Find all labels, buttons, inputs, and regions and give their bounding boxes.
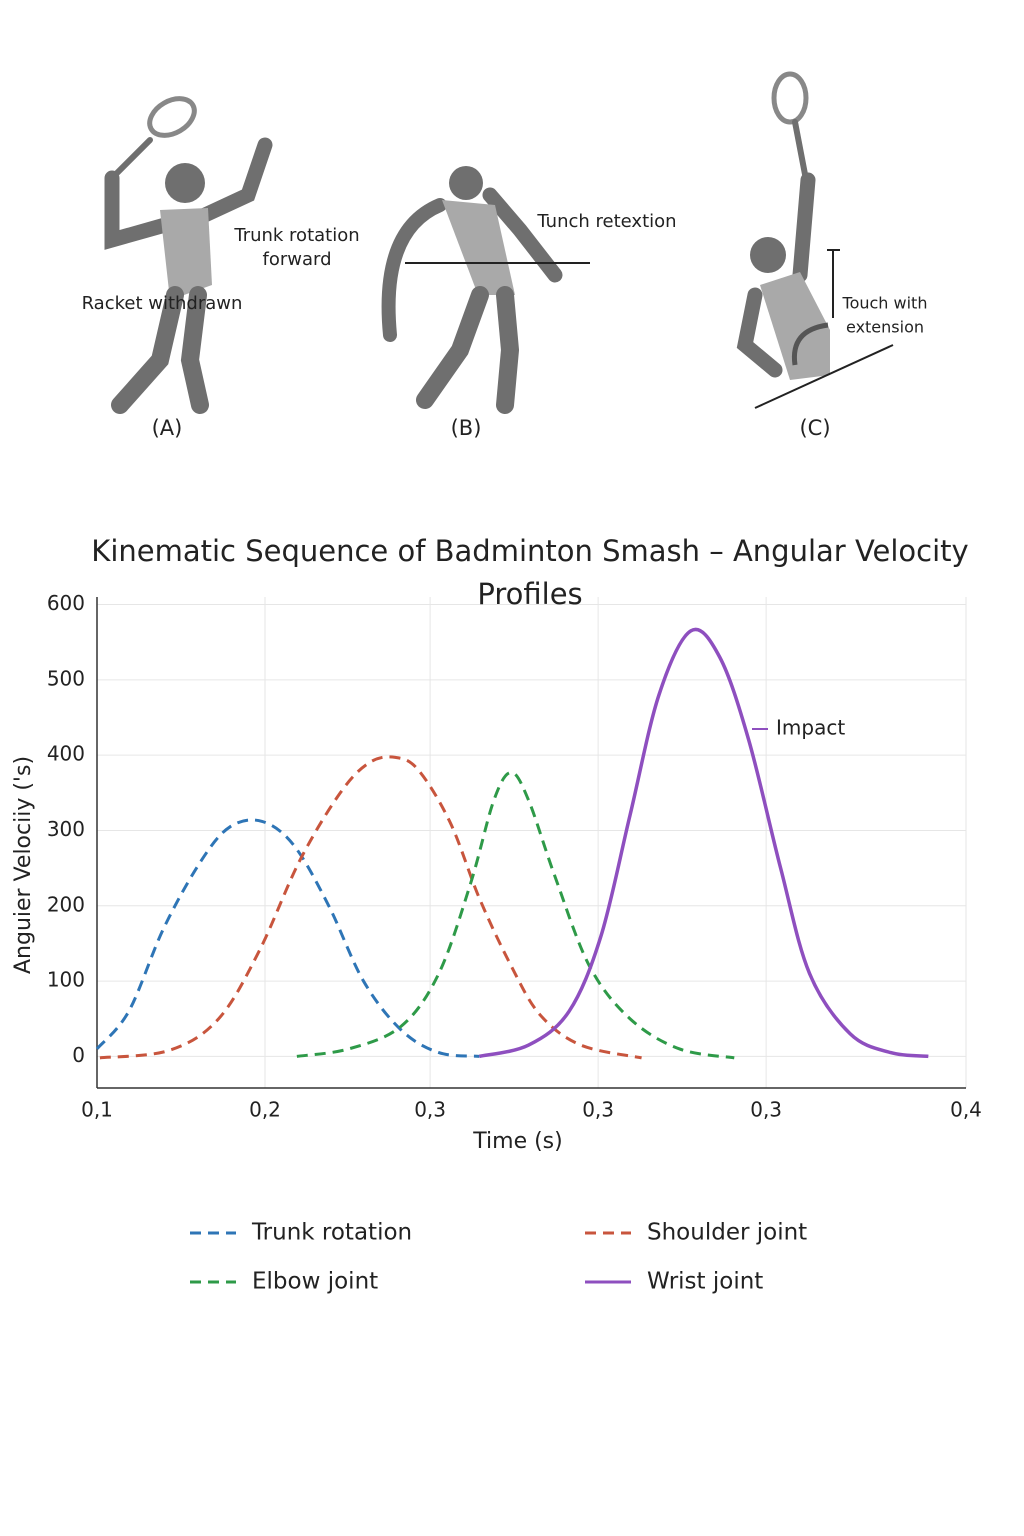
y-tick-label: 200 — [47, 892, 85, 916]
legend-label: Wrist joint — [647, 1269, 763, 1295]
figure-label: (A) — [152, 416, 183, 440]
series-line — [296, 770, 735, 1060]
annotation: Impact — [776, 716, 845, 740]
y-tick-label: 500 — [47, 666, 85, 690]
player-a — [104, 96, 273, 414]
y-tick-label: 400 — [47, 742, 85, 766]
y-tick-label: 300 — [47, 817, 85, 841]
figure-note: Tunch retextion — [536, 211, 676, 232]
series-line — [99, 755, 642, 1060]
legend-label: Shoulder joint — [647, 1220, 807, 1246]
x-tick-label: 0,3 — [750, 1098, 782, 1122]
x-tick-label: 0,4 — [950, 1098, 982, 1122]
legend-label: Trunk rotation — [251, 1220, 412, 1246]
figure-note: Touch with — [842, 294, 928, 313]
figure-note: extension — [846, 318, 924, 337]
x-tick-label: 0,3 — [582, 1098, 614, 1122]
y-tick-label: 0 — [72, 1043, 85, 1067]
figure-label: (C) — [799, 416, 830, 440]
chart-title: Kinematic Sequence of Badminton Smash – … — [91, 534, 969, 611]
figure-label: (B) — [451, 416, 482, 440]
x-tick-label: 0,3 — [414, 1098, 446, 1122]
player-c — [736, 71, 894, 409]
series-line — [478, 627, 929, 1059]
x-tick-label: 0,2 — [249, 1098, 281, 1122]
y-axis-label: Anguier Velociiy ('s) — [11, 756, 36, 974]
legend-label: Elbow joint — [252, 1269, 378, 1295]
series-line — [95, 818, 480, 1058]
x-tick-label: 0,1 — [81, 1098, 113, 1122]
y-tick-label: 100 — [47, 968, 85, 992]
y-tick-label: 600 — [47, 591, 85, 615]
x-axis-label: Time (s) — [472, 1129, 562, 1154]
player-b — [381, 166, 590, 414]
figure-note: Racket withdrawn — [82, 293, 243, 314]
figure-note: Trunk rotation — [233, 225, 359, 246]
figure-note: forward — [262, 249, 331, 270]
